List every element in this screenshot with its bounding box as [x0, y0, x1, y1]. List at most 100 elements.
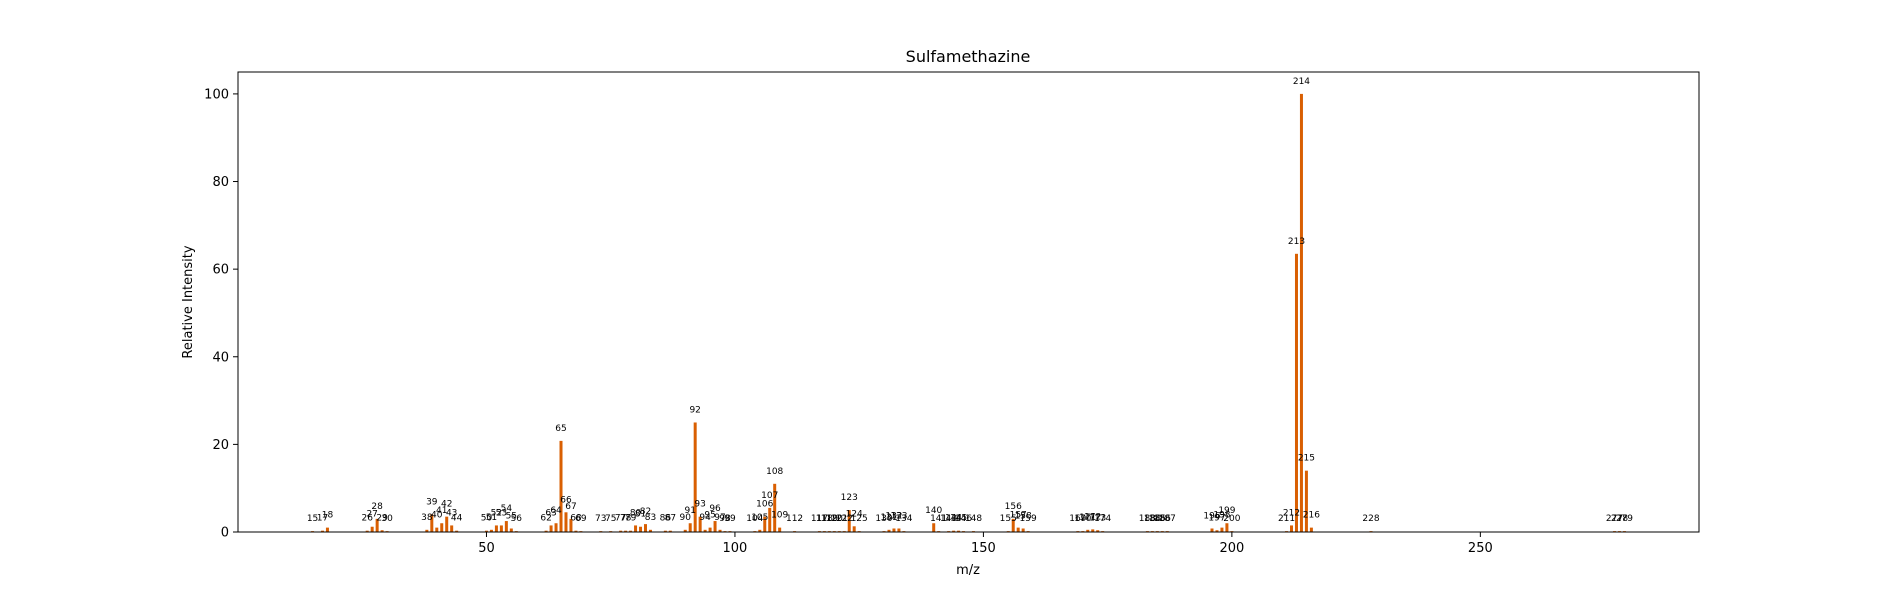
y-tick-label-0: 0 [221, 526, 229, 541]
peak-label-107: 107 [761, 491, 778, 501]
peak-bar-41 [440, 523, 444, 532]
peak-label-215: 215 [1298, 454, 1315, 464]
peak-bar-123 [847, 510, 851, 532]
peak-bar-105 [758, 529, 762, 532]
peak-bar-197 [1215, 530, 1219, 532]
y-axis-label: Relative Intensity [181, 245, 196, 358]
peak-label-90: 90 [680, 513, 692, 523]
peak-label-185: 185 [1149, 514, 1166, 524]
peak-label-73: 73 [595, 514, 606, 524]
peak-label-146: 146 [955, 514, 972, 524]
y-tick-label-60: 60 [212, 263, 229, 278]
peak-bar-67 [569, 518, 573, 532]
chart-title: Sulfamethazine [906, 47, 1031, 66]
peak-label-75: 75 [605, 514, 616, 524]
peak-label-26: 26 [361, 514, 373, 524]
y-tick-label-80: 80 [212, 175, 229, 190]
peak-bar-66 [564, 512, 568, 532]
peak-label-69: 69 [575, 514, 587, 524]
peak-bar-55 [509, 528, 513, 532]
peak-label-87: 87 [665, 514, 676, 524]
peak-label-93: 93 [694, 500, 705, 510]
peak-bar-212 [1290, 525, 1294, 532]
peak-label-123: 123 [841, 493, 858, 503]
peak-label-186: 186 [1154, 514, 1171, 524]
peak-bar-79 [629, 530, 633, 532]
peak-label-94: 94 [699, 513, 711, 523]
peak-bar-144 [952, 530, 956, 532]
peak-label-148: 148 [965, 514, 982, 524]
peak-bar-95 [708, 527, 712, 532]
peak-label-120: 120 [826, 514, 843, 524]
peak-label-157: 157 [1010, 511, 1027, 521]
peak-label-51: 51 [486, 513, 497, 523]
peak-label-67: 67 [565, 502, 576, 512]
peak-label-184: 184 [1144, 514, 1161, 524]
peak-label-18: 18 [322, 511, 334, 521]
peak-label-121: 121 [831, 514, 848, 524]
peak-label-183: 183 [1139, 514, 1156, 524]
peak-bar-93 [698, 516, 702, 532]
peak-label-105: 105 [751, 513, 768, 523]
peak-bar-28 [375, 518, 379, 532]
peak-label-130: 130 [875, 514, 892, 524]
x-axis: 50 100 150 200 250 [478, 532, 1493, 556]
plot-frame [237, 71, 1700, 533]
peak-label-27: 27 [366, 510, 377, 520]
peak-label-131: 131 [880, 513, 897, 523]
peak-label-56: 56 [511, 514, 523, 524]
peak-label-132: 132 [885, 512, 902, 522]
peak-label-279: 279 [1616, 514, 1633, 524]
peak-bars [311, 93, 1626, 533]
peak-label-214: 214 [1293, 77, 1310, 87]
peak-label-43: 43 [446, 508, 457, 518]
peak-label-104: 104 [746, 514, 763, 524]
peak-label-112: 112 [786, 514, 803, 524]
peak-label-228: 228 [1362, 514, 1379, 524]
peak-label-66: 66 [560, 495, 572, 505]
peak-bar-214 [1299, 93, 1303, 533]
peak-label-108: 108 [766, 467, 783, 477]
x-axis-label: m/z [956, 563, 980, 578]
peak-label-155: 155 [1000, 514, 1017, 524]
peak-label-187: 187 [1159, 514, 1176, 524]
peak-label-117: 117 [811, 514, 828, 524]
peak-label-42: 42 [441, 500, 452, 510]
peak-label-17: 17 [317, 514, 328, 524]
x-tick-label-50: 50 [478, 541, 495, 556]
peak-label-118: 118 [816, 514, 833, 524]
peak-bar-54 [504, 521, 508, 532]
peak-bar-171 [1086, 529, 1090, 532]
peak-label-212: 212 [1283, 508, 1300, 518]
peak-bar-65 [559, 440, 563, 532]
peak-label-68: 68 [570, 514, 582, 524]
peak-bar-63 [549, 525, 553, 532]
peak-bar-83 [648, 529, 652, 532]
peak-label-63: 63 [545, 508, 556, 518]
peak-label-133: 133 [890, 512, 907, 522]
peak-bar-43 [450, 525, 454, 532]
peak-label-140: 140 [925, 506, 942, 516]
peak-label-169: 169 [1069, 514, 1086, 524]
peak-bar-17 [320, 530, 324, 532]
peak-bar-198 [1220, 527, 1224, 532]
peak-label-171: 171 [1079, 513, 1096, 523]
y-tick-label-20: 20 [212, 438, 229, 453]
peak-label-62: 62 [540, 514, 551, 524]
peak-bar-109 [778, 527, 782, 532]
peak-label-98: 98 [719, 514, 731, 524]
peak-label-65: 65 [555, 424, 566, 434]
peak-label-30: 30 [381, 514, 393, 524]
peak-label-92: 92 [689, 405, 700, 415]
peak-label-78: 78 [620, 514, 632, 524]
peak-label-39: 39 [426, 497, 438, 507]
peak-label-158: 158 [1015, 512, 1032, 522]
peak-bar-80 [634, 525, 638, 532]
peak-label-174: 174 [1094, 514, 1111, 524]
peak-label-156: 156 [1005, 502, 1022, 512]
y-tick-label-100: 100 [204, 87, 229, 102]
peak-label-277: 277 [1606, 514, 1623, 524]
peak-bar-199 [1225, 523, 1229, 532]
